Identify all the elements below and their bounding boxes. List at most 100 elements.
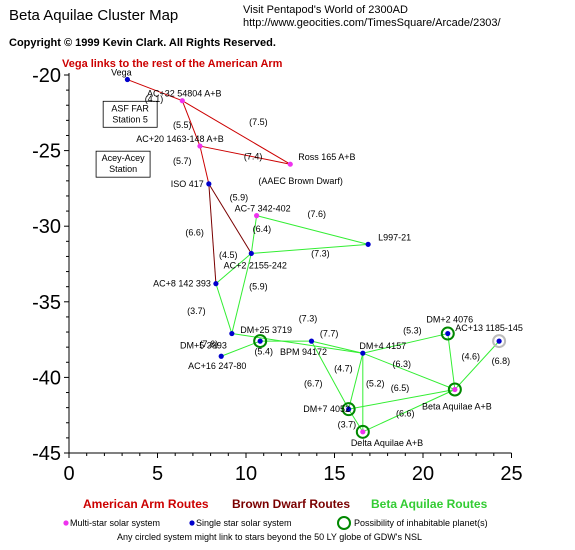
multi-star-icon [179, 98, 185, 104]
route-label: (6.8) [492, 356, 511, 366]
system-label-ac16: AC+16 247-80 [188, 361, 246, 371]
system-label-dm2: DM+2 4076 [426, 315, 473, 325]
single-star-icon [257, 338, 263, 344]
key-habitable-label: Possibility of inhabitable planet(s) [354, 518, 488, 528]
y-tick-label: -35 [32, 292, 61, 314]
routes [127, 79, 500, 433]
route-label: (4.1) [145, 94, 164, 104]
route-dm7-delta [348, 408, 364, 433]
route-label: (4.6) [462, 351, 481, 361]
annotation-aaec: (AAEC Brown Dwarf) [258, 176, 343, 186]
route-ac32-ross165 [182, 100, 291, 165]
vega-note: Vega links to the rest of the American A… [62, 58, 283, 70]
route-delta-beta [362, 389, 456, 433]
single-star-icon [496, 338, 502, 344]
y-tick-label: -20 [32, 65, 61, 87]
y-tick-label: -45 [32, 443, 61, 465]
route-ac7-l997 [256, 215, 369, 245]
route-label: (7.3) [299, 313, 318, 323]
link-ring-icon [492, 334, 507, 349]
x-tick-label: 20 [412, 463, 434, 485]
system-label-l997: L997-21 [378, 232, 411, 242]
route-label: (5.5) [173, 120, 192, 130]
multi-star-icon [452, 386, 458, 393]
habitable-ring-icon [447, 382, 462, 397]
key-multi-label: Multi-star solar system [70, 518, 161, 528]
systems: Vega AC+32 54804 A+B AC+20 1463-148 A+B Ros… [111, 68, 523, 448]
multi-star-icon [254, 213, 260, 219]
route-ac20-ross165 [199, 145, 291, 165]
y-tick-label: -30 [32, 216, 61, 238]
system-label-dm25: DM+25 3719 [240, 325, 292, 335]
route-label: (7.3) [311, 248, 330, 258]
single-star-icon [206, 181, 212, 187]
system-label-dm7: DM+7 4052 [303, 404, 350, 414]
route-label: (5.4) [254, 347, 273, 357]
route-dm4-dm7 [348, 353, 364, 410]
single-star-icon [124, 76, 131, 83]
x-tick-label: 5 [152, 463, 163, 485]
system-label-ac32: AC+32 54804 A+B [147, 89, 222, 99]
multi-star-icon [360, 429, 366, 435]
visit-line: Visit Pentapod's World of 2300AD [243, 4, 408, 16]
route-dm2-beta [447, 333, 456, 390]
multi-star-icon [287, 161, 293, 167]
single-star-icon [308, 338, 315, 344]
station-box-line: Station [109, 164, 137, 174]
system-label-ac13: AC+13 1185-145 [455, 323, 523, 333]
route-label: (3.7) [338, 419, 357, 429]
y-tick-label: -40 [32, 367, 61, 389]
station-box-line: ASF FAR [111, 103, 149, 113]
route-dm4-dm2 [362, 333, 448, 354]
system-label-delta: Delta Aquilae A+B [351, 438, 423, 448]
single-star-icon [365, 241, 371, 247]
route-ac32-ac20 [181, 100, 201, 147]
route-bpm-dm7 [311, 340, 350, 410]
single-star-icon [445, 330, 451, 337]
station-box-line: Station 5 [112, 114, 148, 124]
habitable-ring-icon [341, 402, 356, 417]
x-tick-label: 0 [63, 463, 74, 485]
habitable-ring-icon [253, 334, 268, 349]
system-label-ross165: Ross 165 A+B [298, 152, 355, 162]
route-label: (6.6) [396, 409, 415, 419]
route-label: (5.9) [230, 192, 249, 202]
single-star-icon [360, 350, 366, 356]
system-label-dm5: DM+5 3993 [180, 341, 227, 351]
habitable-ring-icon [440, 326, 455, 341]
route-iso417-ac8 [208, 183, 217, 284]
route-dm7-beta [348, 389, 455, 410]
route-label: (7.7) [320, 329, 339, 339]
system-label-iso417: ISO 417 [171, 179, 204, 189]
system-label-ac2: AC+2 2155-242 [224, 260, 287, 270]
system-label-beta: Beta Aquilae A+B [422, 401, 492, 411]
map-title: Beta Aquilae Cluster Map [9, 7, 179, 24]
route-label: (6.4) [253, 224, 272, 234]
system-label-dm4: DM+4 4157 [359, 341, 406, 351]
route-label: (7.6) [308, 209, 327, 219]
route-label: (7.6) [200, 339, 219, 349]
system-label-vega: Vega [111, 68, 132, 78]
single-star-icon [248, 250, 254, 257]
copyright: Copyright © 1999 Kevin Clark. All Rights… [9, 37, 276, 49]
x-tick-label: 15 [323, 463, 345, 485]
route-ac13-beta [454, 340, 500, 390]
route-ac2-ac8 [215, 253, 252, 285]
key-multi-star-icon [63, 520, 69, 526]
route-label: (6.3) [393, 359, 412, 369]
route-ac20-iso417 [199, 145, 210, 184]
route-ac2-l997 [251, 243, 369, 254]
route-label: (5.2) [366, 378, 385, 388]
route-label: (7.5) [249, 117, 268, 127]
route-dm5-dm4 [231, 333, 363, 354]
single-star-icon [218, 353, 224, 359]
station-box-asf-far [102, 100, 158, 128]
key-marks [63, 516, 351, 530]
route-vega-ac32 [127, 79, 183, 102]
single-star-icon [229, 330, 235, 337]
system-label-ac7: AC-7 342-402 [235, 204, 291, 214]
route-label: (6.6) [185, 227, 204, 237]
key-single-label: Single star solar system [196, 518, 292, 528]
route-labels: (4.1) (5.5) (7.5) (7.4) (5.7) (5.9) (6.6) (7.6)… [145, 94, 510, 429]
